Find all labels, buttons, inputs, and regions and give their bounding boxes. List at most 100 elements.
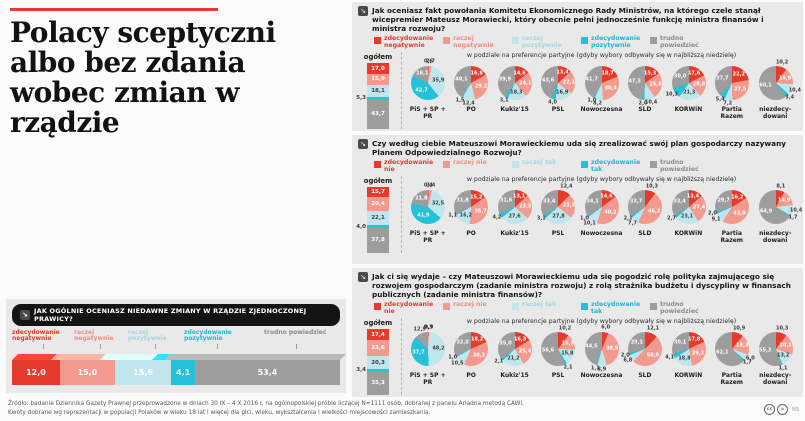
pie-value: 1,1 — [448, 212, 458, 219]
pie-value: 22,2 — [732, 71, 745, 78]
legend-label: zdecydowanie nie — [384, 301, 434, 316]
pie-value: 32,0 — [456, 339, 469, 346]
title-line-1: Polacy sceptyczni — [10, 16, 276, 49]
pie-value: 17,6 — [687, 70, 701, 77]
pie-box: 8,1 14,9 10,4 1,7 64,9 — [754, 184, 802, 230]
pie-value: 35,9 — [432, 77, 445, 83]
overall-bar: 17,0 15,9 18,1 5,3 43,7 — [356, 62, 389, 129]
overall-segment: 43,7 — [367, 100, 389, 129]
overall-value: 18,1 — [371, 87, 385, 94]
legend-item: raczej nie — [443, 159, 503, 174]
arrow-icon: ↘ — [358, 272, 368, 282]
pie-value: 8,2 — [593, 100, 602, 107]
pie-chart — [715, 189, 750, 224]
party-pie: 6,0 39,5 8,9 1,1 44,5 Nowoczesna — [580, 325, 623, 386]
pie-value: 62,1 — [716, 349, 729, 356]
pie-value: 10,3 — [645, 183, 659, 190]
party-label: PSL — [551, 229, 565, 237]
pies-row: 0,3 0,9 48,2 37,7 12,9 PiS + SP + PR 18,2 38,3 1… — [406, 325, 798, 386]
legend-swatch — [374, 161, 381, 169]
legend-item: zdecydowanie negatywnie — [374, 36, 434, 50]
pie-value: 29,2 — [474, 83, 488, 90]
pie-box: 17,8 29,2 18,8 4,1 30,1 — [665, 326, 711, 372]
party-split: w podziale na preferencje partyjne (gdyb… — [401, 175, 802, 253]
overall-segment: 15,7 — [367, 186, 389, 198]
pie-chart — [628, 189, 663, 224]
pie-chart — [584, 331, 619, 366]
pie-chart — [715, 65, 750, 100]
panel-question-1: ↘ Jak oceniasz fakt powołania Komitetu E… — [352, 2, 803, 131]
party-split: w podziale na preferencje partyjne (gdyb… — [401, 317, 798, 395]
pie-chart — [497, 331, 532, 366]
title-line-2: albo bez zdania — [10, 45, 246, 79]
party-label: Kukiz'15 — [500, 371, 529, 379]
legend-swatch — [443, 303, 450, 311]
pie-value: 10,4 — [789, 207, 803, 214]
pie-value: 1,0 — [448, 354, 458, 361]
pie-value: 10,3 — [776, 325, 789, 332]
overall-column: ogółem 17,0 15,9 18,1 5,3 43,7 — [356, 52, 398, 129]
bar-segment — [100, 354, 158, 360]
pie-value: 12,9 — [413, 326, 426, 333]
party-label: Partia Razem — [720, 371, 744, 386]
legend-item: trudno powiedzieć — [650, 159, 710, 174]
legend-label: raczej pozytywnie — [522, 35, 562, 50]
pie-value: 14,9 — [778, 197, 791, 204]
legend-swatch — [512, 161, 519, 169]
pie-chart — [758, 189, 793, 224]
party-pie: 15,2 35,7 16,2 1,1 31,8 PO — [448, 184, 492, 244]
party-label: PiS + SP + PR — [409, 105, 446, 120]
pie-box: 0,3 0,9 48,2 37,7 12,9 — [406, 325, 450, 372]
pie-value: 25,4 — [518, 348, 532, 355]
pie-value: 37,7 — [412, 349, 425, 356]
pie-chart — [411, 65, 445, 100]
pie-box: 16,2 43,0 9,1 2,0 29,7 — [708, 184, 754, 230]
left-chart-category: raczej pozytywnie — [128, 329, 182, 349]
pie-value: 13,1 — [512, 193, 526, 200]
pie-value: 37,7 — [716, 75, 729, 82]
pie-value: 18,2 — [470, 336, 484, 343]
pie-box: 10,2 15,9 10,4 3,4 60,1 — [754, 60, 801, 106]
pie-value: 2,1 — [494, 358, 504, 365]
pie-box: 14,6 24,1 18,3 3,1 39,9 — [493, 60, 537, 106]
party-pie: 15,3 25,0 10,4 2,0 47,3 SLD — [623, 60, 666, 120]
pie-chart — [541, 189, 576, 224]
pie-chart — [497, 189, 532, 224]
pie-value: 64,9 — [759, 208, 773, 215]
legend-item: raczej pozytywnie — [512, 36, 572, 50]
pie-value: 40,2 — [604, 209, 617, 216]
pie-value: 43,0 — [733, 210, 746, 217]
pie-value: 24,1 — [519, 80, 532, 87]
overall-segment: 20,3 — [367, 355, 389, 370]
pie-value: 41,9 — [417, 212, 430, 219]
pie-chart — [454, 189, 489, 224]
party-pie: 16,2 43,0 9,1 2,0 29,7 Partia Razem — [708, 184, 754, 244]
left-chart-category: trudno powiedzieć — [264, 329, 328, 349]
left-chart-question: ↘ Jak ogólnie oceniasz niedawne zmiany w… — [12, 304, 340, 326]
legend-item: raczej negatywnie — [443, 36, 503, 50]
legend-swatch — [443, 37, 450, 45]
pie-value: 29,2 — [691, 350, 705, 357]
pie-value: 19,3 — [735, 342, 749, 349]
pie-box: 10,3 20,1 13,2 1,1 55,3 — [754, 326, 798, 372]
pie-chart — [758, 331, 793, 366]
panel-3-question-text: Jak ci się wydaje – czy Mateuszowi Moraw… — [372, 272, 791, 300]
pie-box: 22,2 27,5 7,2 5,4 37,7 — [710, 60, 754, 106]
overall-segment: 4,0 — [356, 224, 389, 230]
pie-value: 12,4 — [560, 183, 573, 190]
pie-value: 46,2 — [648, 208, 661, 215]
overall-value: 17,0 — [371, 65, 385, 72]
overall-segment: 35,3 — [367, 371, 389, 395]
party-pie: 13,4 27,4 23,1 2,7 33,4 KORWiN — [667, 184, 710, 244]
overall-value: 22,1 — [371, 214, 385, 221]
pie-value: 48,2 — [432, 345, 445, 352]
stacked-bar: 12,0 15,0 15,6 4,1 53,4 — [12, 360, 340, 385]
left-chart: ↘ Jak ogólnie oceniasz niedawne zmiany w… — [6, 299, 347, 393]
party-label: SLD — [638, 371, 652, 379]
pie-value: 0,6 — [423, 58, 433, 65]
party-label: Nowoczesna — [580, 229, 623, 237]
legend-item: zdecydowanie tak — [581, 302, 641, 316]
pie-chart — [454, 331, 489, 366]
panel-2-body: ogółem 15,7 20,4 22,1 4,0 37,8 w podziale na… — [356, 175, 802, 253]
pie-value: 31,6 — [499, 197, 513, 204]
